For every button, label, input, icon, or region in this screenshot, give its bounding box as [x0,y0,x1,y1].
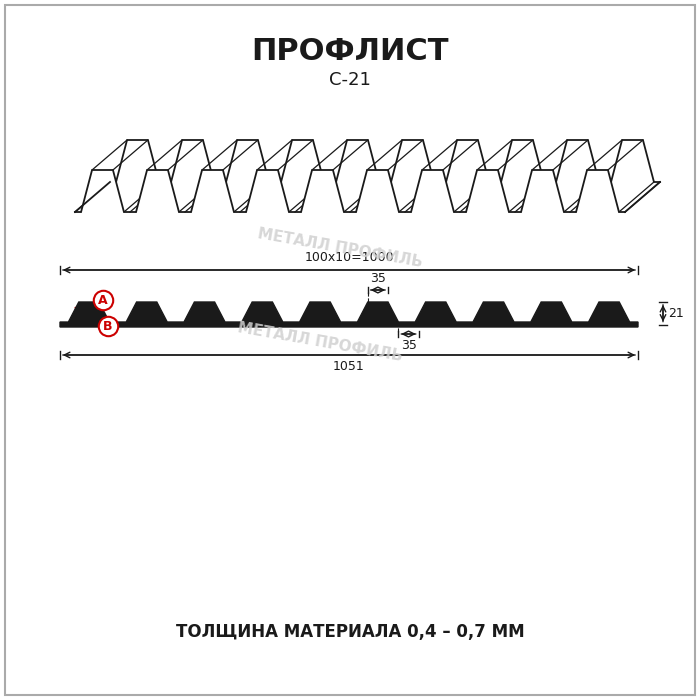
Text: МЕТАЛЛ ПРОФИЛЬ: МЕТАЛЛ ПРОФИЛЬ [237,320,404,364]
Text: 35: 35 [400,339,416,352]
Polygon shape [60,302,638,327]
Text: ТОЛЩИНА МАТЕРИАЛА 0,4 – 0,7 ММ: ТОЛЩИНА МАТЕРИАЛА 0,4 – 0,7 ММ [176,623,524,641]
Polygon shape [75,170,625,212]
Text: 21: 21 [668,307,684,320]
Text: 35: 35 [370,272,386,285]
Text: ПРОФЛИСТ: ПРОФЛИСТ [251,38,449,66]
Text: С-21: С-21 [329,71,371,89]
Text: 1051: 1051 [333,360,365,373]
Text: А: А [98,293,108,307]
Polygon shape [110,140,660,182]
Text: 100х10=1000: 100х10=1000 [304,251,394,264]
Text: МЕТАЛЛ ПРОФИЛЬ: МЕТАЛЛ ПРОФИЛЬ [256,226,424,270]
Text: В: В [104,319,113,332]
